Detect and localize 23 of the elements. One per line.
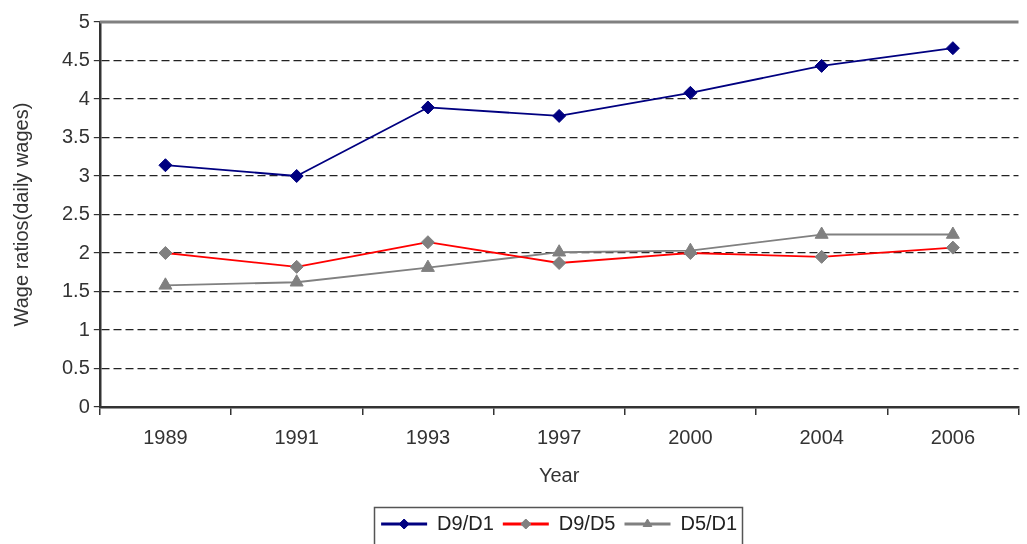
x-tick-label: 2004: [799, 425, 844, 448]
x-tick-label: 1991: [274, 425, 319, 448]
y-tick-label: 0: [78, 394, 90, 417]
y-tick-label: 1: [78, 317, 90, 340]
y-tick-label: 2.5: [61, 202, 90, 225]
x-tick-label: 1989: [143, 425, 188, 448]
y-tick-label: 4.5: [61, 48, 90, 71]
y-tick-label: 3.5: [61, 125, 90, 148]
y-tick-label: 3: [78, 163, 90, 186]
legend-label: D9/D1: [437, 511, 494, 534]
x-tick-label: 1993: [405, 425, 451, 448]
y-tick-label: 2: [78, 240, 90, 263]
y-tick-label: 4: [78, 86, 90, 109]
y-tick-label: 5: [78, 9, 90, 32]
legend-label: D5/D1: [680, 511, 738, 534]
x-tick-label: 2000: [668, 425, 713, 448]
y-tick-label: 1.5: [61, 279, 90, 302]
y-axis-title: Wage ratios(daily wages): [9, 102, 32, 327]
y-tick-label: 0.5: [61, 356, 90, 379]
x-axis-title: Year: [538, 463, 580, 486]
legend-label: D9/D5: [558, 511, 616, 534]
x-tick-label: 2006: [930, 425, 976, 448]
x-tick-label: 1997: [536, 425, 582, 448]
